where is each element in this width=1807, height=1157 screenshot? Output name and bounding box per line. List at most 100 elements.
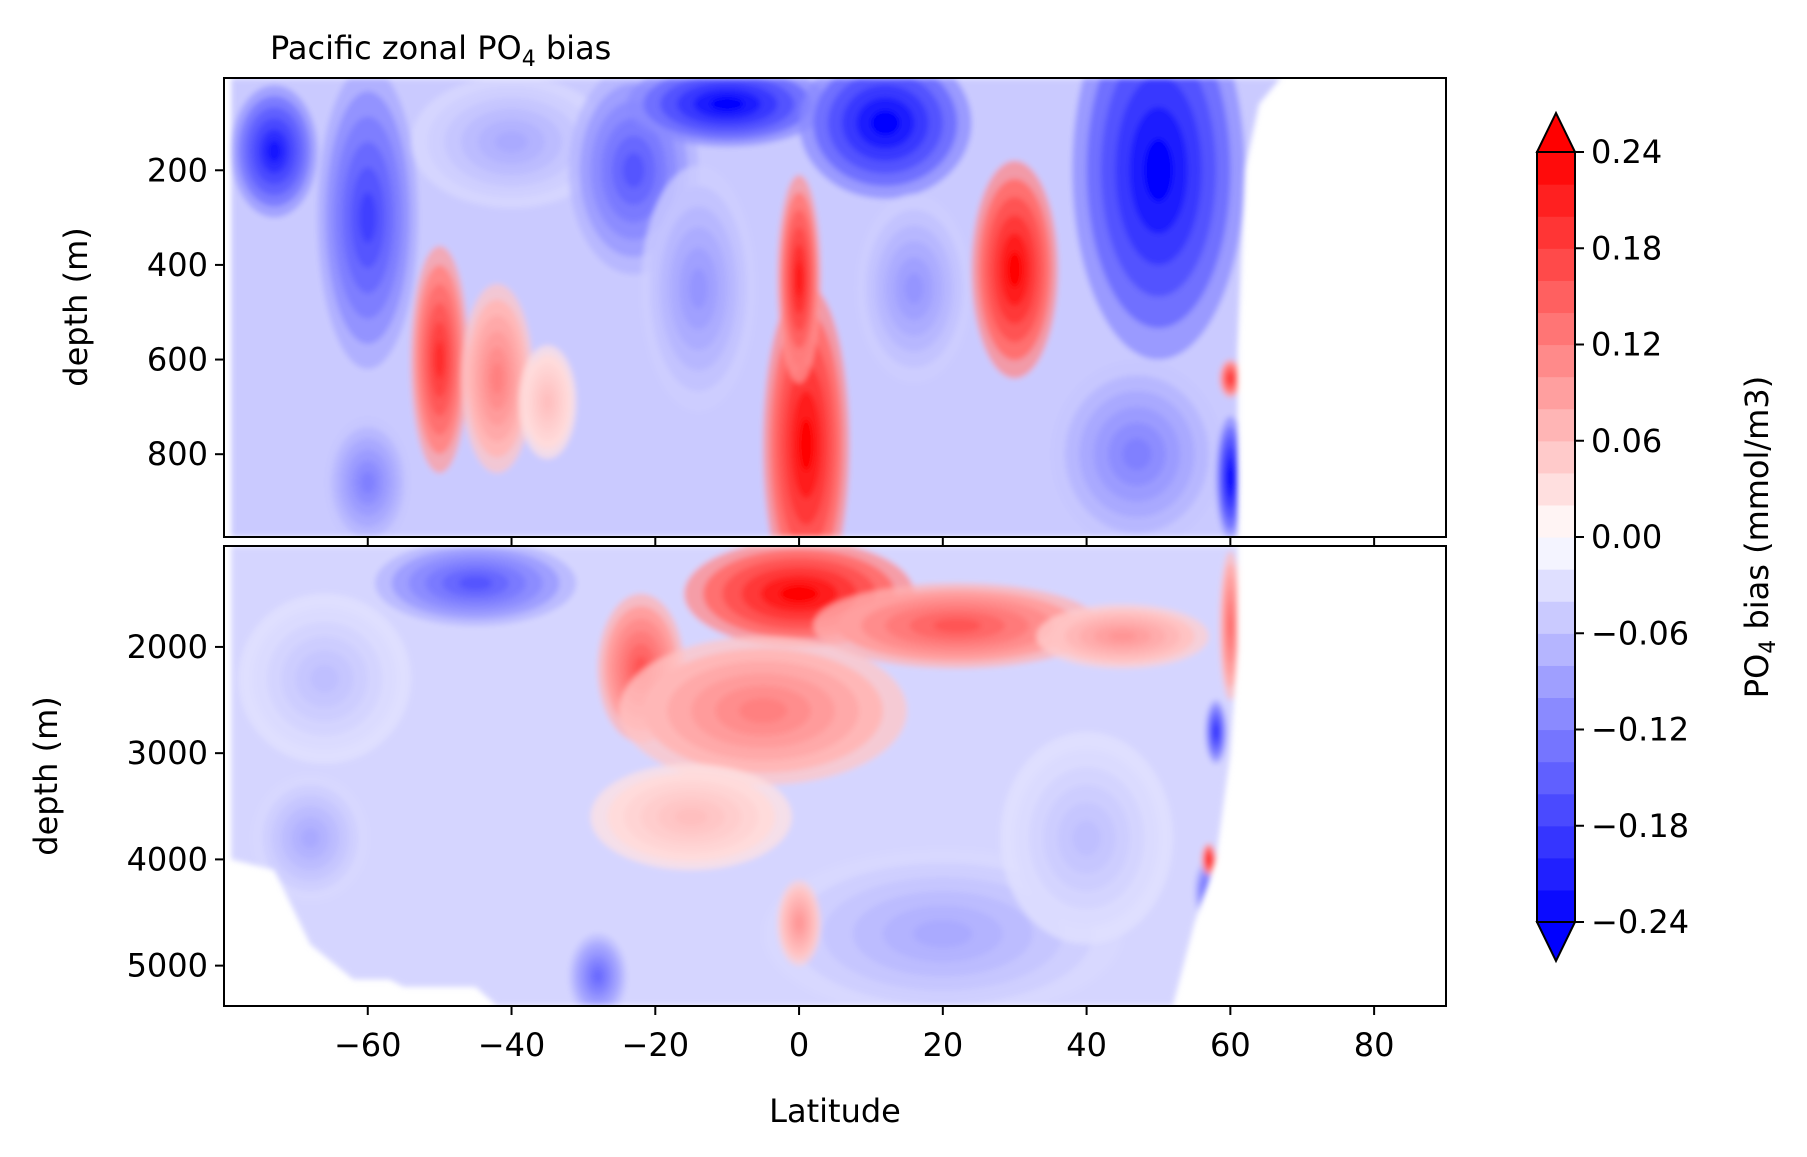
y-tick-label: 4000 [127,840,208,878]
colorbar-ticks: −0.24 −0.18 −0.12 −0.06 0.00 0.06 0.12 0.18 0.24 [1575,133,1689,941]
colorbar-band [1537,665,1575,699]
x-tick-label: 20 [922,1026,963,1064]
y-tick-label: 2000 [127,628,208,666]
colorbar-band [1537,569,1575,602]
bias-contour-band [359,192,377,243]
upper-panel: 200 400 600 800 depth (m) [57,77,1447,546]
colorbar-tick-label: 0.24 [1591,133,1662,171]
colorbar-band [1537,697,1575,731]
bias-contour-band [1144,138,1173,202]
y-tick-label: 3000 [127,734,208,772]
colorbar-tick-label: −0.18 [1591,807,1689,845]
colorbar-extend-low [1535,921,1577,964]
lower-panel-field [231,546,1238,1006]
colorbar-bands [1537,152,1575,923]
colorbar-band [1537,344,1575,378]
x-tick-label: 40 [1066,1026,1107,1064]
colorbar-band [1537,537,1575,570]
bias-contour-band [1201,875,1217,908]
colorbar-band [1537,889,1575,923]
colorbar-tick-label: 0.00 [1591,518,1662,556]
colorbar-label: PO4 bias (mmol/m3) [1738,376,1781,698]
colorbar-tick-label: 0.06 [1591,422,1662,460]
bias-contour-band [1108,631,1137,642]
bias-contour-band [1072,820,1101,856]
colorbar-band [1537,152,1575,185]
bias-contour-band [912,919,973,948]
bias-contour-band [1206,886,1212,897]
colorbar-tick-label: 0.18 [1591,229,1662,267]
upper-panel-frame [223,77,1447,538]
colorbar-band [1537,472,1575,506]
colorbar-band [1537,376,1575,410]
colorbar-band [1537,248,1575,281]
upper-panel-field [231,78,1281,537]
bias-contour-band [739,698,788,724]
lower-panel: 2000 3000 4000 5000 −60 −40 −20 0 20 40 60 80 dept… [27,545,1447,1064]
bias-contour-band [1207,856,1211,863]
x-tick-label: −20 [622,1026,690,1064]
chart-title-main: Pacific zonal PO [270,29,522,67]
bias-contour-band [795,916,803,931]
colorbar-tick-label: −0.06 [1591,614,1689,652]
colorbar-tick-label: −0.24 [1591,903,1689,941]
chart-title-subscript: 4 [522,47,536,72]
bias-contour-band [674,808,708,826]
x-tick-label: −60 [334,1026,402,1064]
colorbar: −0.24 −0.18 −0.12 −0.06 0.00 0.06 0.12 0.18 0.24… [1535,110,1781,964]
x-tick-label: 80 [1354,1026,1395,1064]
bias-contour-band [1204,880,1214,902]
bias-contour-band [267,140,282,163]
bias-contour-band [491,362,504,395]
colorbar-band [1537,184,1575,217]
bias-contour-band [360,471,375,494]
bias-contour-band [1228,375,1233,382]
chart-title: Pacific zonal PO4 bias [270,29,611,72]
lower-panel-ylabel: depth (m) [27,696,65,855]
bias-contour-band [688,268,709,310]
bias-contour-band [494,130,529,153]
colorbar-label-subscript: 4 [1756,640,1781,654]
y-tick-label: 200 [147,151,208,189]
chart-title-suffix: bias [536,29,612,67]
bias-contour-band [300,827,320,849]
colorbar-tick-label: −0.12 [1591,711,1689,749]
colorbar-band [1537,761,1575,795]
bias-contour-band [933,618,982,633]
bias-contour-band [799,417,814,472]
x-axis-title: Latitude [769,1092,901,1130]
colorbar-band [1537,825,1575,859]
colorbar-band [1537,408,1575,442]
lower-panel-y-axis: 2000 3000 4000 5000 [127,628,224,985]
bias-contour-band [870,110,900,136]
colorbar-band [1537,729,1575,763]
bias-contour-band [1122,438,1152,471]
bias-contour-band [1228,613,1233,639]
bias-contour-band [458,576,493,591]
bias-contour-band [434,340,445,379]
upper-panel-x-ticks [366,537,1376,546]
x-tick-label: 0 [789,1026,809,1064]
y-tick-label: 400 [147,246,208,284]
x-tick-label: −40 [478,1026,546,1064]
colorbar-extend-high [1535,110,1577,153]
bias-contour-band [1228,467,1233,489]
bias-contour-band [622,152,645,188]
colorbar-label-suffix: bias (mmol/m3) [1738,376,1776,640]
colorbar-band [1537,280,1575,314]
colorbar-band [1537,312,1575,346]
bias-contour-band [710,96,744,112]
colorbar-band [1537,633,1575,666]
upper-panel-y-axis: 200 400 600 800 [147,151,224,473]
lower-panel-frame [223,545,1447,1007]
bias-contour-band [795,261,803,297]
bias-contour-band [904,272,924,305]
colorbar-tick-label: 0.12 [1591,326,1662,364]
upper-panel-ylabel: depth (m) [57,227,95,386]
colorbar-label-main: PO [1738,654,1776,698]
y-tick-label: 600 [147,341,208,379]
colorbar-band [1537,857,1575,891]
bias-contour-band [593,969,603,984]
colorbar-band [1537,216,1575,249]
